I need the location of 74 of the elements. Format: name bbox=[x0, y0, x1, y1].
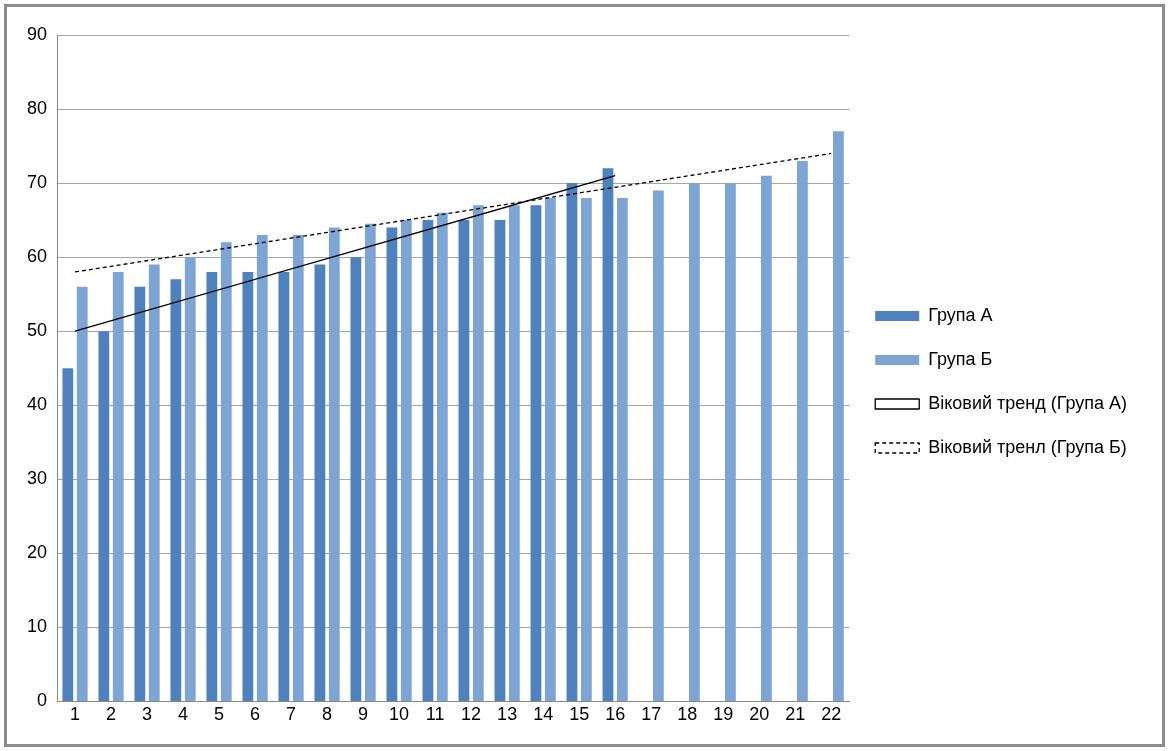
bar bbox=[76, 286, 88, 701]
bar bbox=[112, 271, 124, 701]
x-tick-label: 4 bbox=[178, 704, 189, 725]
x-tick-label: 3 bbox=[142, 704, 153, 725]
y-tick-label: 80 bbox=[26, 98, 48, 119]
bar bbox=[530, 205, 542, 701]
bar bbox=[436, 212, 448, 701]
bar bbox=[256, 234, 268, 701]
bar bbox=[386, 227, 398, 701]
bar bbox=[580, 197, 592, 701]
bar bbox=[148, 264, 160, 701]
y-tick-label: 90 bbox=[26, 23, 48, 44]
bar bbox=[544, 197, 556, 701]
x-tick-label: 6 bbox=[250, 704, 261, 725]
bar bbox=[292, 234, 304, 701]
bar bbox=[170, 279, 182, 701]
x-tick-label: 20 bbox=[749, 704, 770, 725]
x-tick-label: 14 bbox=[533, 704, 554, 725]
bar bbox=[652, 190, 664, 701]
x-tick-label: 8 bbox=[322, 704, 333, 725]
x-tick-label: 19 bbox=[713, 704, 734, 725]
y-tick-label: 20 bbox=[26, 542, 48, 563]
bar bbox=[797, 160, 808, 701]
bar bbox=[98, 331, 110, 701]
x-tick-label: 15 bbox=[569, 704, 590, 725]
bar bbox=[220, 242, 232, 701]
x-tick-label: 5 bbox=[214, 704, 225, 725]
bar bbox=[328, 227, 340, 701]
x-tick-label: 10 bbox=[389, 704, 410, 725]
y-tick-label: 60 bbox=[26, 246, 48, 267]
bar bbox=[833, 131, 844, 701]
bar bbox=[206, 271, 218, 701]
bar bbox=[494, 220, 506, 701]
x-tick-label: 9 bbox=[358, 704, 369, 725]
bar bbox=[134, 286, 146, 701]
bar bbox=[400, 220, 412, 701]
bar bbox=[724, 183, 736, 701]
bar bbox=[422, 220, 434, 701]
bar bbox=[566, 183, 578, 701]
legend-label: Віковий тренд (Група А) bbox=[928, 392, 1128, 413]
y-tick-label: 40 bbox=[26, 394, 48, 415]
bar bbox=[278, 271, 290, 701]
bar bbox=[314, 264, 326, 701]
bar bbox=[350, 257, 362, 701]
bar bbox=[616, 197, 628, 701]
x-tick-label: 21 bbox=[785, 704, 806, 725]
x-tick-label: 13 bbox=[497, 704, 518, 725]
legend-label: Віковий тренл (Група Б) bbox=[928, 436, 1127, 457]
bar bbox=[761, 175, 772, 701]
bar bbox=[364, 223, 376, 701]
x-tick-label: 16 bbox=[605, 704, 626, 725]
y-tick-label: 50 bbox=[26, 320, 48, 341]
bar bbox=[472, 205, 484, 701]
legend-label: Група Б bbox=[928, 348, 993, 369]
y-tick-label: 30 bbox=[26, 468, 48, 489]
y-tick-label: 70 bbox=[26, 172, 48, 193]
legend-label: Група А bbox=[928, 304, 993, 325]
bar bbox=[602, 168, 614, 701]
x-tick-label: 11 bbox=[425, 704, 445, 725]
bar bbox=[508, 205, 520, 701]
x-tick-label: 22 bbox=[821, 704, 842, 725]
x-tick-label: 18 bbox=[677, 704, 698, 725]
bar bbox=[688, 183, 700, 701]
x-tick-label: 7 bbox=[286, 704, 297, 725]
x-tick-label: 1 bbox=[70, 704, 81, 725]
x-tick-label: 17 bbox=[641, 704, 662, 725]
bar bbox=[62, 368, 74, 701]
bar bbox=[458, 220, 470, 701]
bar bbox=[184, 257, 196, 701]
x-tick-label: 12 bbox=[461, 704, 482, 725]
x-tick-label: 2 bbox=[106, 704, 117, 725]
y-tick-label: 0 bbox=[37, 690, 48, 711]
bar bbox=[242, 271, 254, 701]
y-tick-label: 10 bbox=[26, 616, 48, 637]
